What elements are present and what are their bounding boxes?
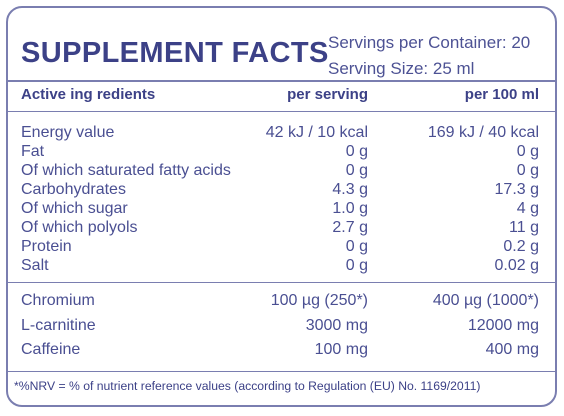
active-ingredient-table: Chromium 100 µg (250*) 400 µg (1000*) L-… bbox=[8, 289, 555, 363]
active-ingredient-row: Chromium 100 µg (250*) 400 µg (1000*) bbox=[8, 289, 555, 314]
column-header-per-serving: per serving bbox=[287, 86, 368, 103]
nutrient-name: Protein bbox=[21, 238, 72, 255]
per-100ml-value: 4 g bbox=[516, 200, 539, 217]
per-serving-value: 2.7 g bbox=[332, 219, 368, 236]
nutrient-table: Energy value 42 kJ / 10 kcal 169 kJ / 40… bbox=[8, 123, 555, 275]
ingredient-name: L-carnitine bbox=[21, 316, 96, 334]
per-serving-value: 100 mg bbox=[314, 341, 368, 358]
per-100ml-value: 169 kJ / 40 kcal bbox=[427, 124, 539, 141]
nutrient-name: Fat bbox=[21, 143, 45, 160]
per-serving-value: 4.3 g bbox=[332, 181, 368, 198]
per-100ml-value: 400 mg bbox=[485, 341, 539, 358]
active-ingredient-row: Caffeine 100 mg 400 mg bbox=[8, 338, 555, 363]
section-divider bbox=[8, 282, 555, 283]
serving-size: Serving Size: 25 ml bbox=[328, 59, 475, 78]
per-100ml-value: 12000 mg bbox=[467, 316, 539, 334]
nrv-footnote: *%NRV = % of nutrient reference values (… bbox=[14, 379, 481, 393]
nutrient-row: Of which saturated fatty acids 0 g 0 g bbox=[8, 161, 555, 180]
per-serving-value: 100 µg (250*) bbox=[270, 292, 368, 309]
per-100ml-value: 0 g bbox=[516, 162, 539, 179]
ingredient-name: Chromium bbox=[21, 292, 95, 309]
per-serving-value: 1.0 g bbox=[332, 200, 368, 217]
ingredient-name: Caffeine bbox=[21, 341, 81, 358]
nutrient-row: Of which polyols 2.7 g 11 g bbox=[8, 218, 555, 237]
nutrient-row: Energy value 42 kJ / 10 kcal 169 kJ / 40… bbox=[8, 123, 555, 142]
servings-per-container: Servings per Container: 20 bbox=[328, 33, 531, 52]
per-100ml-value: 0.2 g bbox=[503, 238, 539, 255]
per-100ml-value: 0 g bbox=[516, 143, 539, 160]
nutrient-row: Salt 0 g 0.02 g bbox=[8, 256, 555, 275]
per-serving-value: 0 g bbox=[345, 162, 368, 179]
panel-title: SUPPLEMENT FACTS bbox=[21, 37, 329, 69]
per-serving-value: 42 kJ / 10 kcal bbox=[265, 124, 368, 141]
per-100ml-value: 17.3 g bbox=[494, 181, 539, 198]
active-ingredient-row: L-carnitine 3000 mg 12000 mg bbox=[8, 314, 555, 339]
per-100ml-value: 11 g bbox=[509, 219, 539, 236]
per-serving-value: 0 g bbox=[345, 238, 368, 255]
per-100ml-value: 400 µg (1000*) bbox=[432, 292, 539, 309]
column-header-active-ingredients: Active ing redients bbox=[21, 86, 156, 103]
nutrient-name: Energy value bbox=[21, 124, 115, 141]
supplement-facts-panel: SUPPLEMENT FACTS Servings per Container:… bbox=[6, 6, 557, 407]
top-divider bbox=[8, 80, 555, 82]
per-serving-value: 3000 mg bbox=[305, 316, 368, 334]
nutrient-row: Protein 0 g 0.2 g bbox=[8, 237, 555, 256]
header-divider bbox=[8, 111, 555, 112]
per-100ml-value: 0.02 g bbox=[494, 257, 539, 274]
column-header-per-100ml: per 100 ml bbox=[464, 86, 539, 103]
nutrient-name: Carbohydrates bbox=[21, 181, 126, 198]
nutrient-name: Of which sugar bbox=[21, 200, 128, 217]
per-serving-value: 0 g bbox=[345, 257, 368, 274]
footnote-divider bbox=[8, 371, 555, 372]
nutrient-row: Of which sugar 1.0 g 4 g bbox=[8, 199, 555, 218]
nutrient-name: Of which saturated fatty acids bbox=[21, 162, 231, 179]
nutrient-row: Fat 0 g 0 g bbox=[8, 142, 555, 161]
per-serving-value: 0 g bbox=[345, 143, 368, 160]
nutrient-row: Carbohydrates 4.3 g 17.3 g bbox=[8, 180, 555, 199]
nutrient-name: Salt bbox=[21, 257, 49, 274]
nutrient-name: Of which polyols bbox=[21, 219, 138, 236]
